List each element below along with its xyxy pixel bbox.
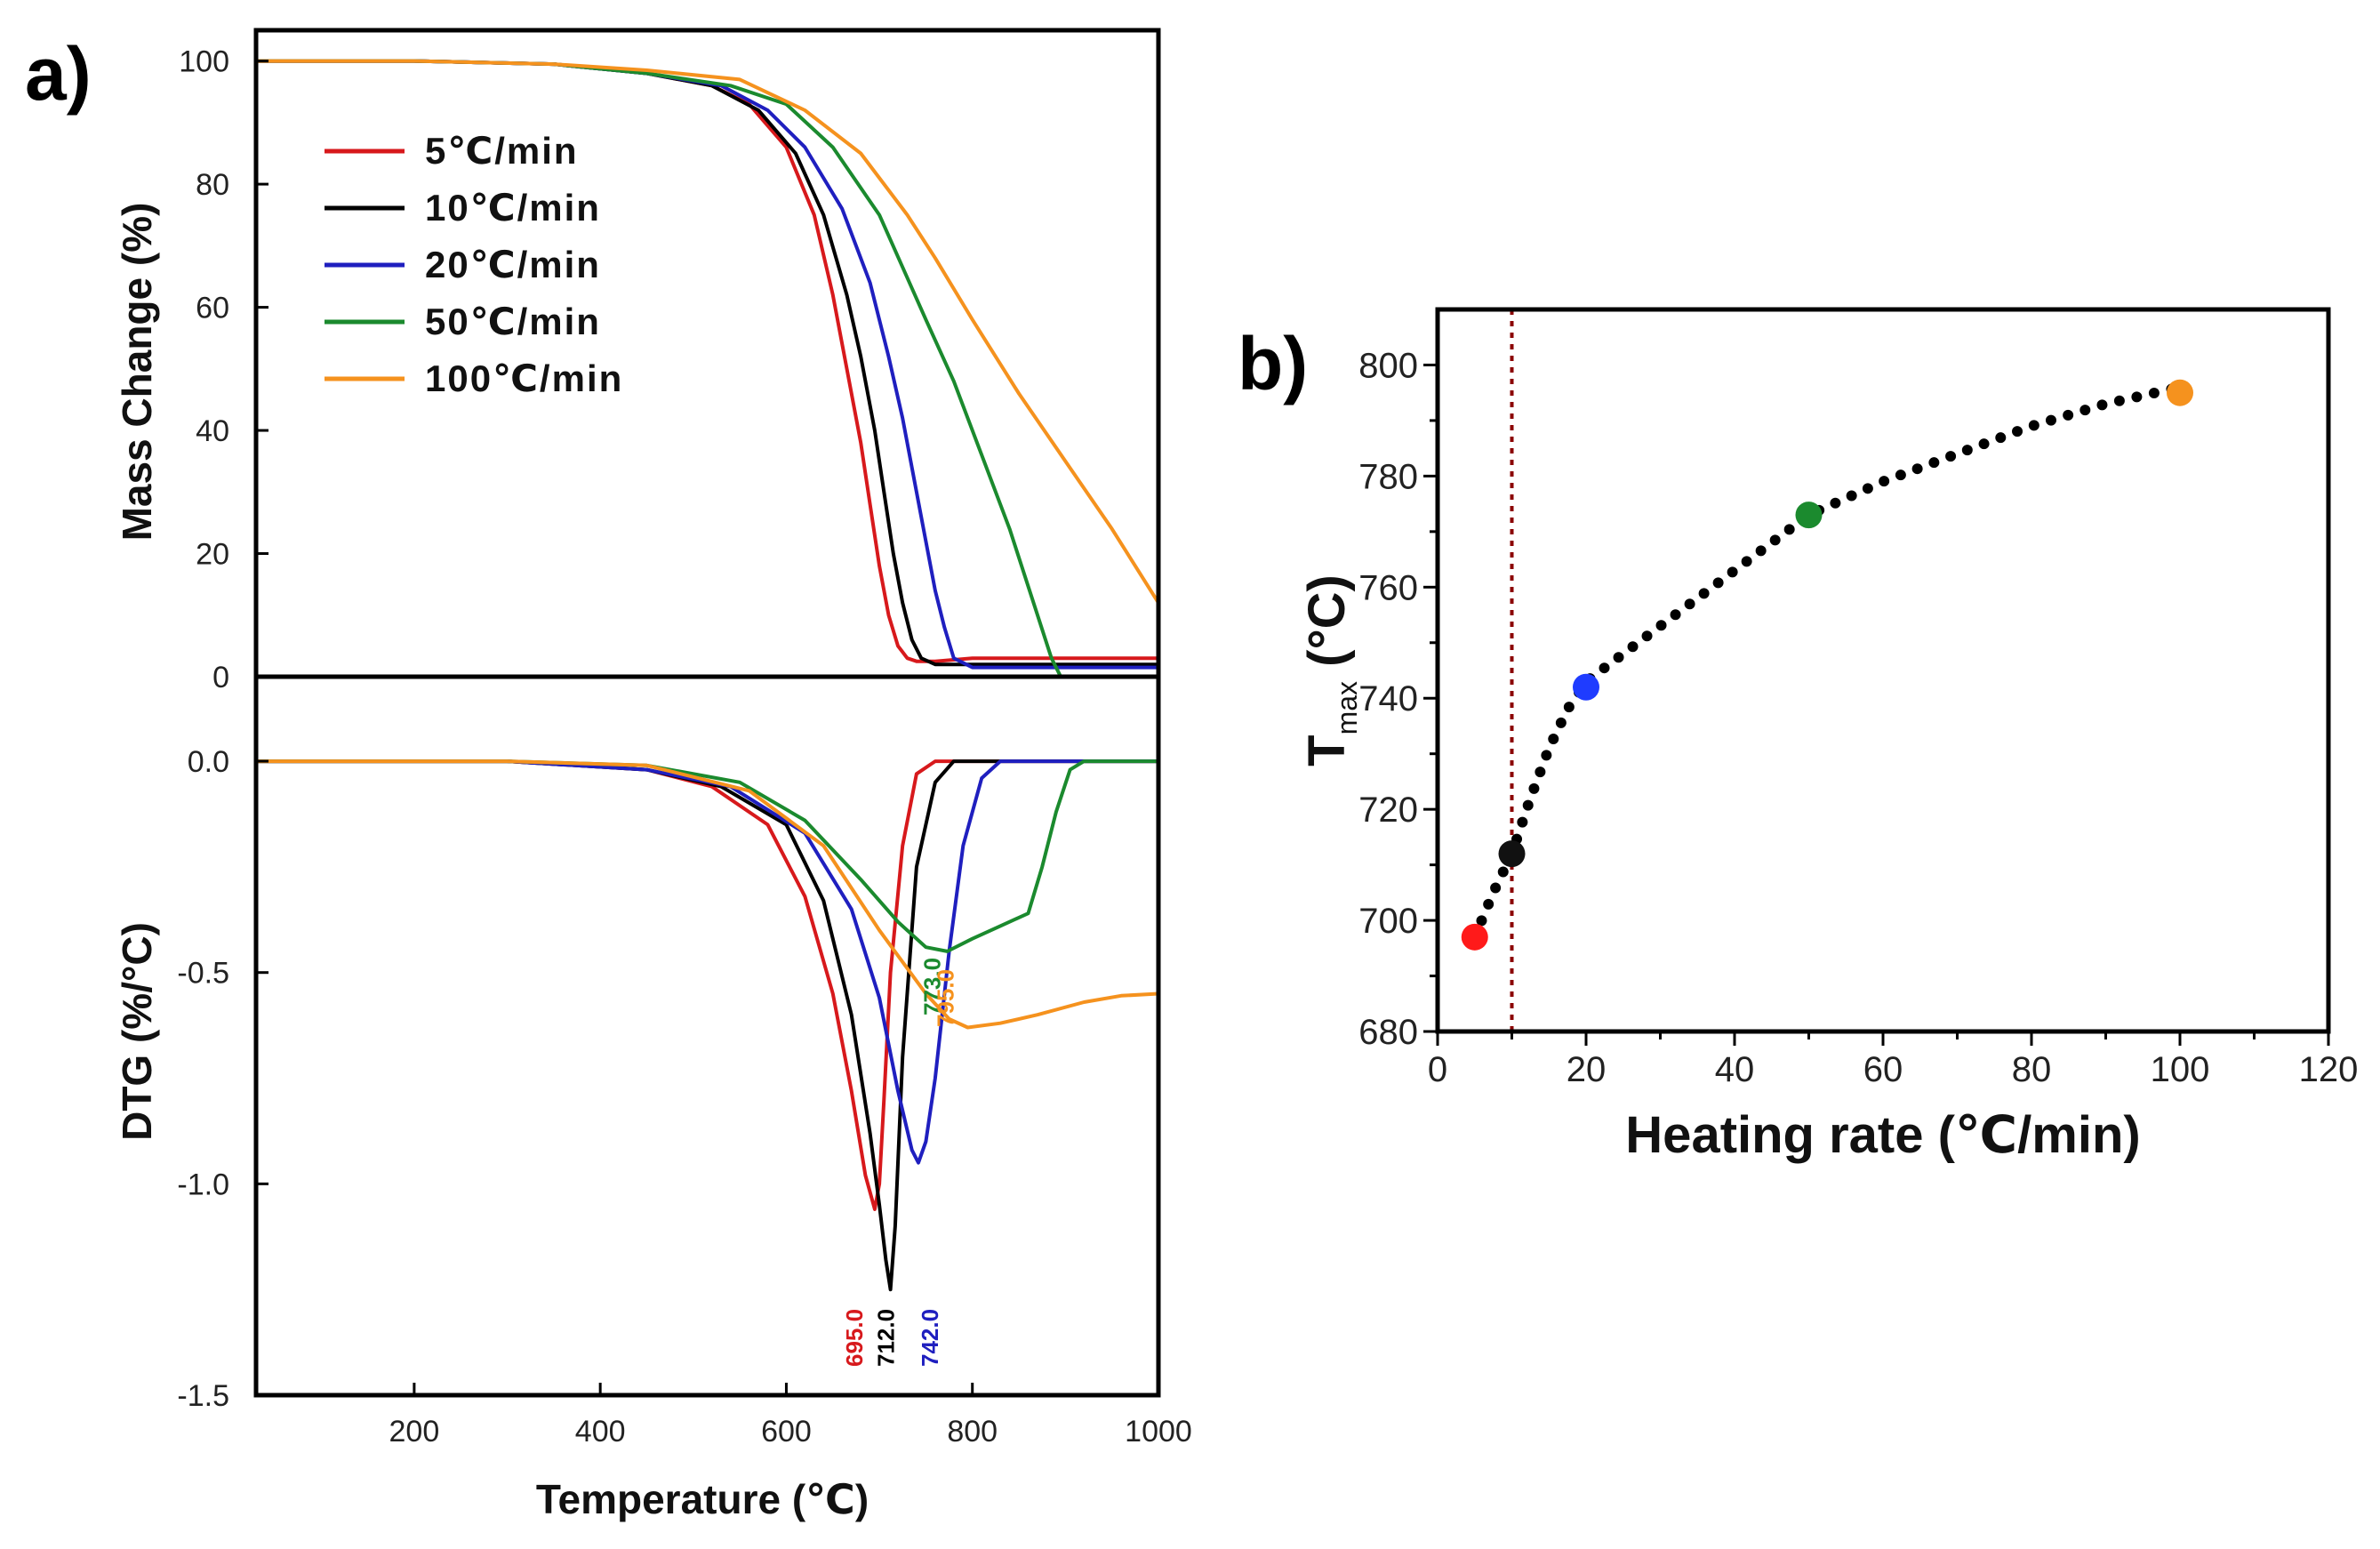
tmax-x-axis-title: Heating rate (℃/min) — [1625, 1106, 2140, 1164]
dtg-series-100-min — [256, 759, 1159, 1030]
tga-ytick-label: 0 — [212, 661, 229, 694]
dtg-y-axis-title: DTG (%/°C) — [114, 922, 160, 1141]
dtg-x-axis-title: Temperature (℃) — [536, 1476, 869, 1522]
tga-ytick-label: 100 — [179, 45, 229, 79]
tmax-ylabel-sub: max — [1331, 681, 1363, 734]
tmax-frame — [1435, 307, 2331, 1034]
tga-series-layer — [256, 59, 1160, 678]
tmax-xtick-label: 80 — [2012, 1050, 2052, 1089]
tga-ytick-label: 60 — [196, 292, 229, 325]
dtg-peak-label-795-0: 795.0 — [933, 969, 959, 1027]
dtg-series-50-min — [256, 759, 1158, 953]
dtg-series-20-min — [256, 759, 1158, 1165]
panel-a-letter: a) — [25, 32, 92, 116]
dtg-frame — [253, 674, 1161, 1398]
tga-frame — [253, 28, 1161, 679]
dtg-ytick-label: -0.5 — [177, 957, 229, 991]
dtg-ytick-label: 0.0 — [188, 745, 229, 779]
tmax-ytick-label: 780 — [1358, 457, 1418, 496]
tmax-ytick-label: 680 — [1358, 1013, 1418, 1052]
tmax-ticks-layer: 680 700 720 740 760 780 800 0 20 40 60 80 100 120 — [1358, 346, 2358, 1089]
dtg-plot: -1.5 -1.0 -0.5 0.0 200 400 600 800 1000 695.0 712… — [114, 745, 1192, 1522]
tga-legend: 5℃/min 10℃/min 20℃/min 50℃/min 100℃/min — [325, 130, 623, 399]
dtg-peak-label-742-0: 742.0 — [917, 1309, 943, 1367]
panel-b-letter: b) — [1238, 322, 1308, 405]
tga-ticks-layer: 0 20 40 60 80 100 — [179, 45, 268, 694]
tmax-xtick-label: 60 — [1863, 1050, 1903, 1089]
tmax-ytick-label: 740 — [1358, 679, 1418, 718]
tmax-ytick-label: 700 — [1358, 902, 1418, 941]
tmax-ylabel-main: T — [1298, 734, 1356, 766]
dtg-xtick-label: 400 — [575, 1415, 626, 1449]
tmax-ytick-label: 720 — [1358, 791, 1418, 830]
dtg-xtick-label: 1000 — [1125, 1415, 1192, 1449]
tmax-point-5 — [1461, 923, 1488, 951]
tmax-ytick-label: 760 — [1358, 568, 1418, 607]
legend-label-5-min: 5℃/min — [425, 130, 579, 172]
legend-label-20-min: 20℃/min — [425, 244, 601, 285]
dtg-ytick-label: -1.0 — [177, 1168, 229, 1201]
tmax-y-axis-title: Tmax (°C) — [1298, 574, 1363, 766]
tmax-plot: 680 700 720 740 760 780 800 0 20 40 60 80 100 120 Tma… — [1298, 307, 2358, 1164]
dtg-ticks-layer: -1.5 -1.0 -0.5 0.0 200 400 600 800 1000 — [177, 745, 1191, 1449]
tmax-point-50 — [1795, 502, 1823, 529]
legend-label-50-min: 50℃/min — [425, 301, 601, 342]
tmax-ytick-label: 800 — [1358, 346, 1418, 385]
tmax-point-20 — [1573, 673, 1599, 701]
tmax-layer — [1461, 309, 2193, 1031]
tga-series-100-min — [256, 59, 1160, 604]
tga-ytick-label: 20 — [196, 538, 229, 572]
dtg-ytick-label: -1.5 — [177, 1379, 229, 1413]
tga-plot: 0 20 40 60 80 100 Mass Change (%) 5℃/min 10℃/m… — [114, 45, 1160, 694]
dtg-peak-label-712-0: 712.0 — [873, 1309, 900, 1367]
dtg-peak-label-773-0: 773.0 — [919, 958, 946, 1015]
tmax-fit-curve — [1469, 381, 2185, 943]
dtg-xtick-label: 200 — [389, 1415, 440, 1449]
tmax-xtick-label: 20 — [1567, 1050, 1607, 1089]
tga-y-axis-title: Mass Change (%) — [114, 203, 160, 542]
dtg-xtick-label: 800 — [947, 1415, 998, 1449]
tmax-xtick-label: 100 — [2151, 1050, 2210, 1089]
dtg-xtick-label: 600 — [761, 1415, 812, 1449]
dtg-series-10-min — [256, 759, 1158, 1292]
tmax-xtick-label: 0 — [1428, 1050, 1447, 1089]
tga-ytick-label: 80 — [196, 168, 229, 202]
tmax-point-100 — [2167, 379, 2193, 406]
tmax-point-10 — [1498, 840, 1526, 868]
dtg-series-5-min — [256, 759, 1158, 1211]
tga-ytick-label: 40 — [196, 414, 229, 448]
dtg-series-layer — [256, 759, 1159, 1292]
tmax-xtick-label: 40 — [1715, 1050, 1755, 1089]
tmax-ylabel-unit: (°C) — [1298, 574, 1356, 681]
legend-label-100-min: 100℃/min — [425, 357, 623, 399]
dtg-peak-label-695-0: 695.0 — [841, 1309, 868, 1367]
legend-label-10-min: 10℃/min — [425, 187, 601, 229]
tmax-xtick-label: 120 — [2299, 1050, 2359, 1089]
